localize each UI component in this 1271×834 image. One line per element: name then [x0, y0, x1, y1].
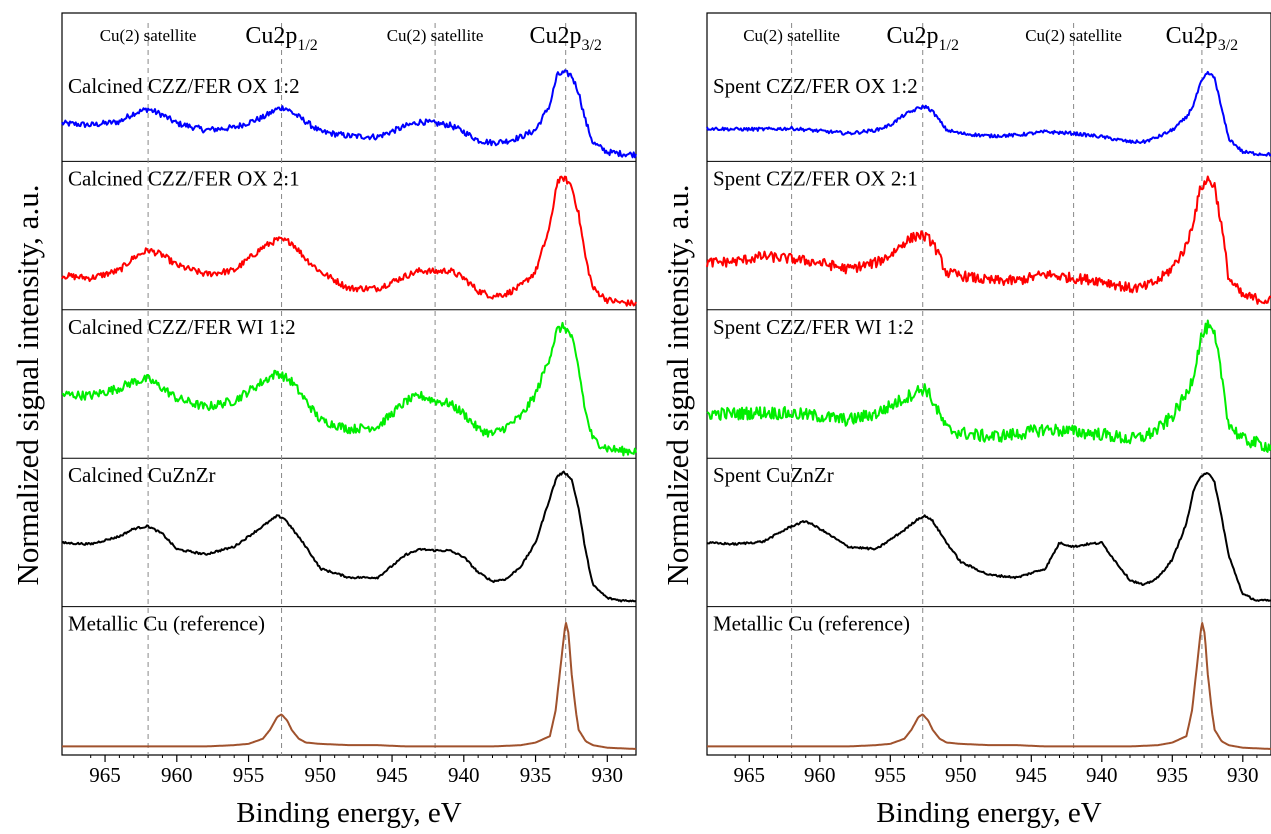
x-tick-label: 930: [1227, 763, 1259, 787]
spectrum-line-1: [61, 69, 637, 159]
x-axis-label: Binding energy, eV: [876, 797, 1102, 829]
x-tick-label: 940: [448, 763, 480, 787]
series-label: Calcined CZZ/FER OX 2:1: [68, 166, 300, 190]
spectrum-line-4: [61, 470, 637, 603]
x-tick-label: 945: [1016, 763, 1048, 787]
satellite-label: Cu(2) satellite: [1025, 26, 1122, 45]
cu2p12-label: Cu2p1/2: [245, 23, 317, 54]
x-tick-label: 940: [1086, 763, 1118, 787]
x-tick-label: 950: [945, 763, 977, 787]
x-tick-label: 935: [520, 763, 552, 787]
x-tick-label: 960: [161, 763, 193, 787]
x-axis-label: Binding energy, eV: [236, 797, 462, 829]
x-tick-label: 960: [804, 763, 836, 787]
cu2p32-label: Cu2p3/2: [529, 23, 601, 54]
series-label: Metallic Cu (reference): [68, 612, 265, 636]
x-tick-label: 965: [734, 763, 766, 787]
satellite-label: Cu(2) satellite: [100, 26, 197, 45]
spectrum-line-1: [706, 70, 1271, 157]
series-label: Calcined CZZ/FER WI 1:2: [68, 315, 296, 339]
cu2p32-label: Cu2p3/2: [1166, 23, 1238, 54]
x-tick-label: 935: [1157, 763, 1189, 787]
spectrum-line-3: [706, 319, 1271, 453]
series-label: Spent CuZnZr: [713, 463, 834, 487]
spectrum-line-3: [62, 321, 637, 457]
left-panel: Cu(2) satellite Cu(2) satellite Cu2p1/2 Cu2…: [61, 12, 637, 829]
x-tick-label: 945: [376, 763, 408, 787]
x-tick-label: 955: [875, 763, 907, 787]
series-label: Spent CZZ/FER WI 1:2: [713, 315, 914, 339]
x-tick-label: 955: [233, 763, 265, 787]
satellite-label: Cu(2) satellite: [743, 26, 840, 45]
x-tick-label: 965: [89, 763, 121, 787]
series-label: Spent CZZ/FER OX 2:1: [713, 166, 918, 190]
spectrum-line-4: [706, 472, 1271, 602]
spectrum-line-2: [61, 175, 637, 307]
right-panel: Cu(2) satellite Cu(2) satellite Cu2p1/2 Cu2…: [706, 12, 1271, 829]
spectrum-line-5: [62, 622, 637, 750]
spectrum-line-5: [707, 622, 1271, 750]
spectrum-line-2: [706, 175, 1271, 305]
satellite-label: Cu(2) satellite: [387, 26, 484, 45]
series-label: Spent CZZ/FER OX 1:2: [713, 74, 918, 98]
x-tick-label: 930: [592, 763, 624, 787]
x-tick-label: 950: [305, 763, 337, 787]
series-label: Calcined CuZnZr: [68, 463, 216, 487]
series-label: Calcined CZZ/FER OX 1:2: [68, 74, 300, 98]
y-axis-label: Normalized signal intensity, a.u.: [10, 185, 45, 586]
cu2p12-label: Cu2p1/2: [886, 23, 958, 54]
y-axis-label-right: Normalized signal intensity, a.u.: [660, 185, 695, 586]
series-label: Metallic Cu (reference): [713, 612, 910, 636]
